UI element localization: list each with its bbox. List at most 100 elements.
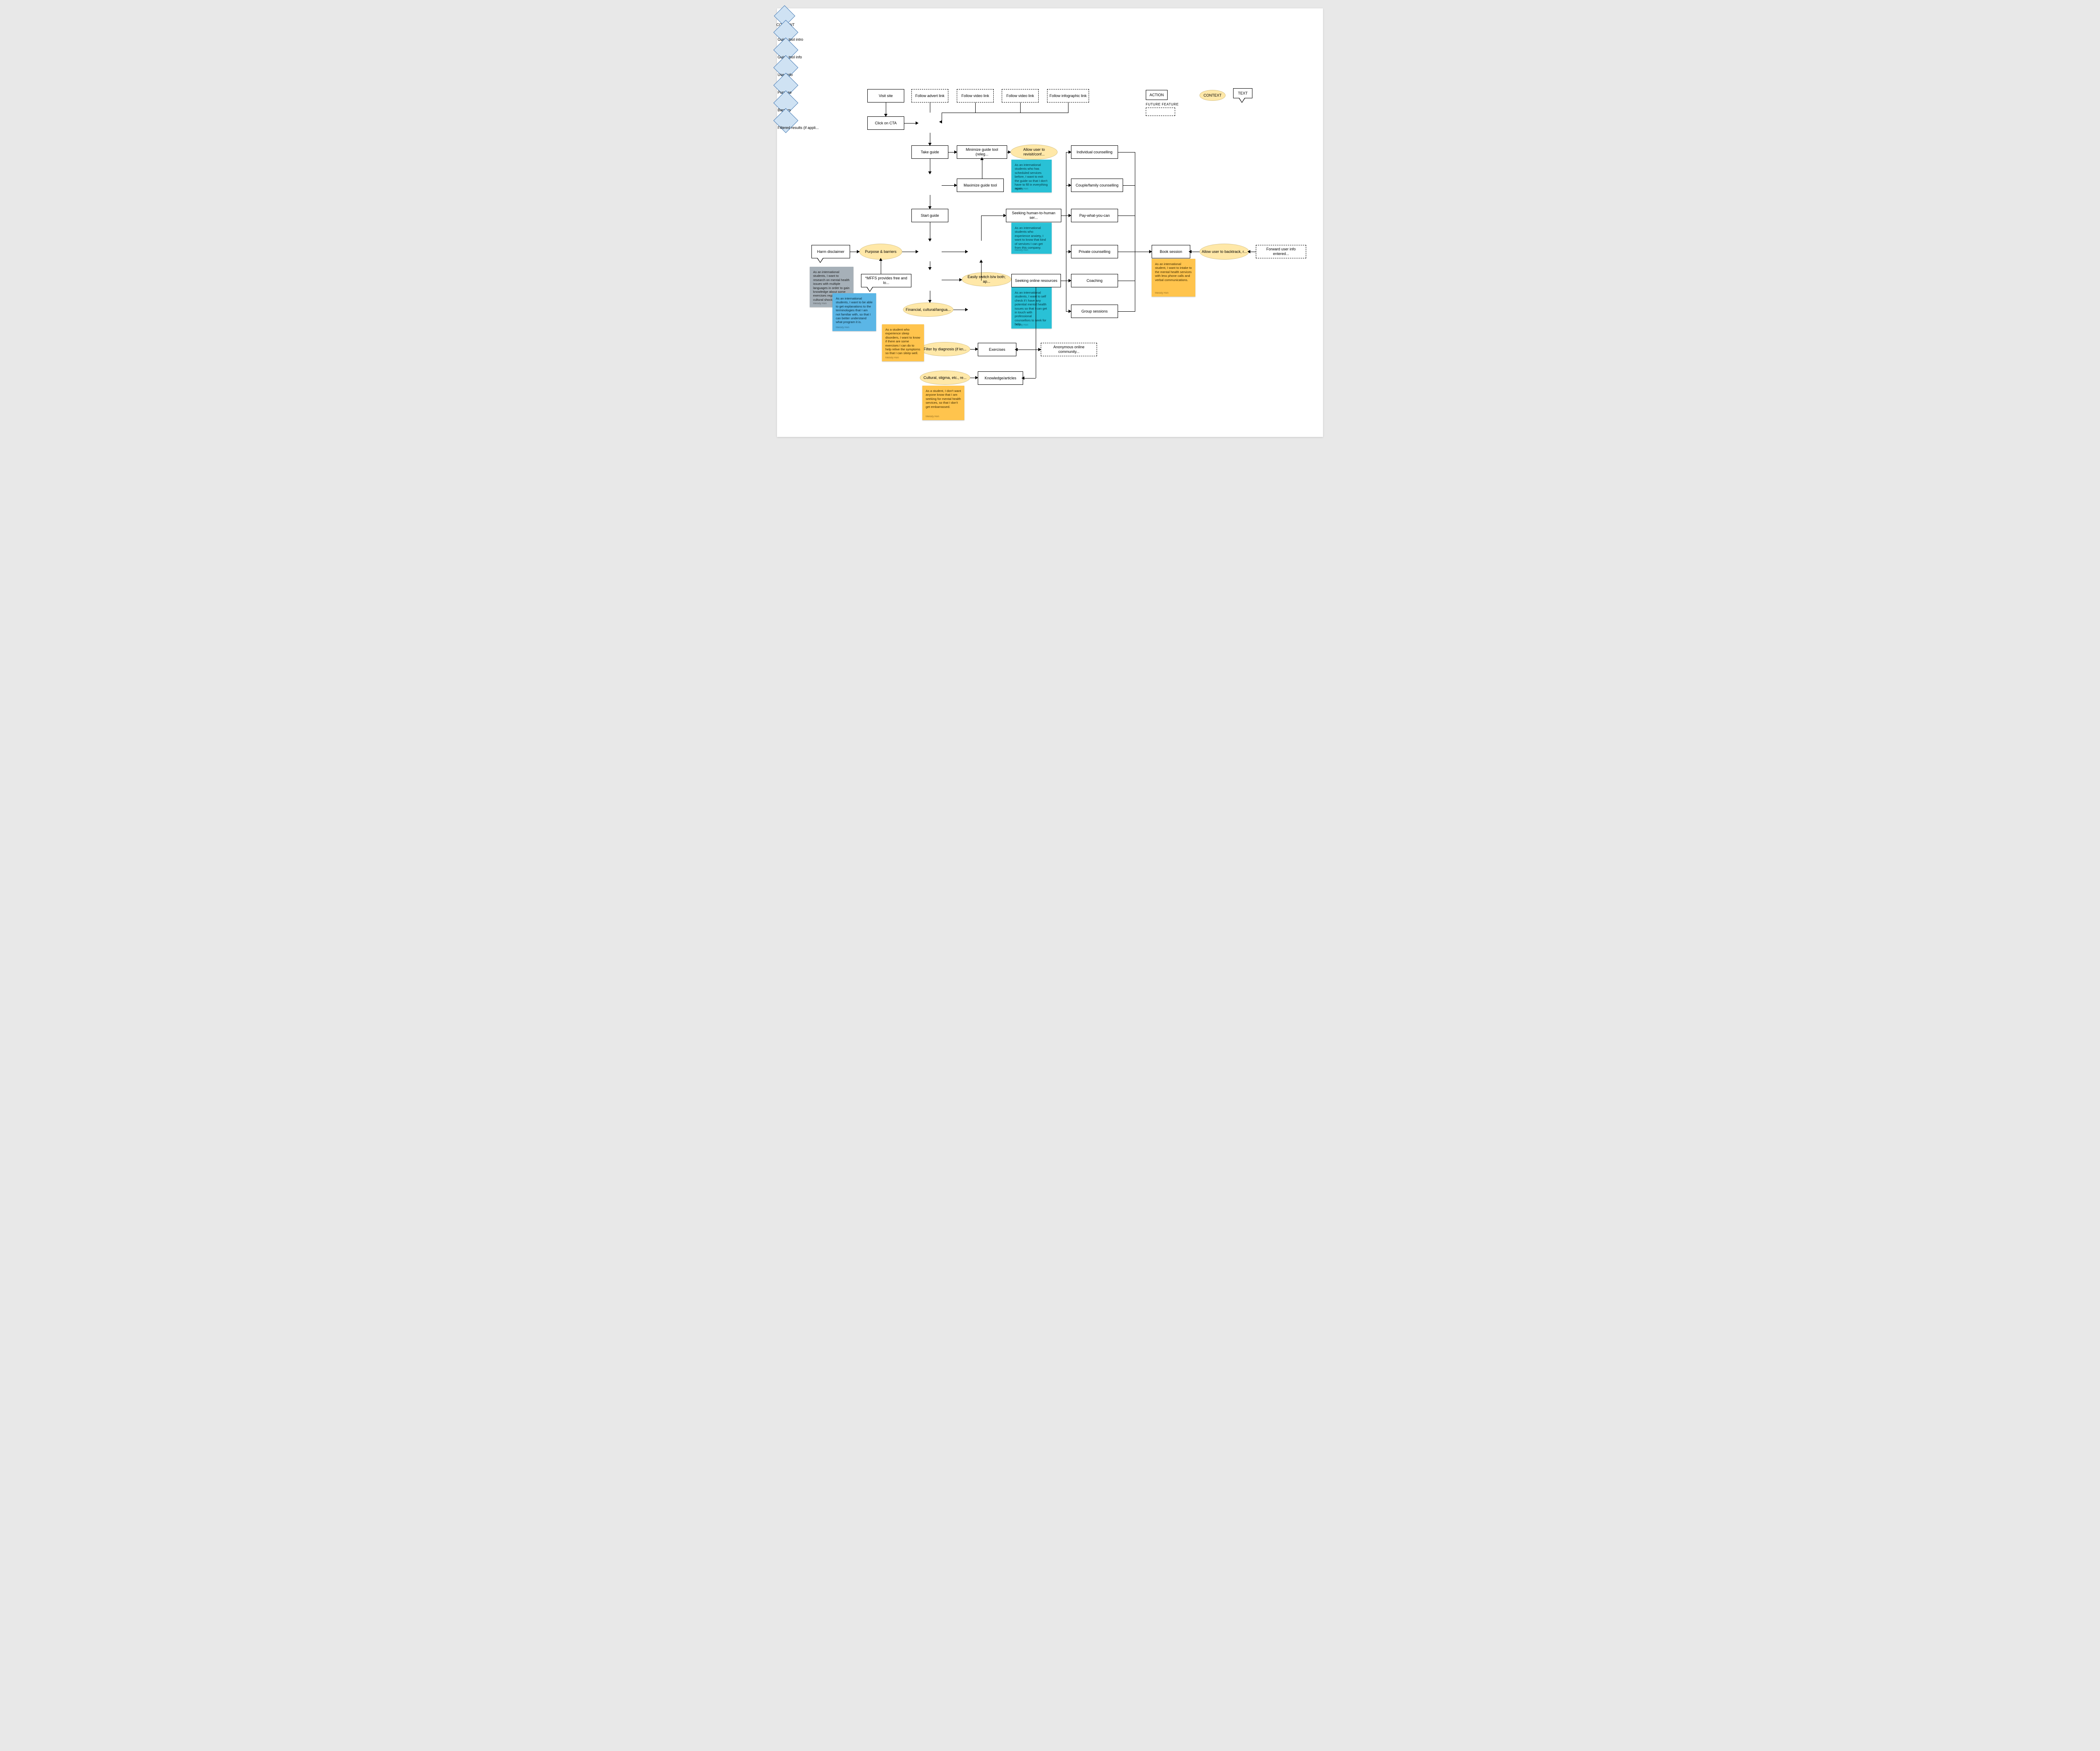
node-maximize-guide: Maximize guide tool bbox=[957, 179, 1004, 192]
arrowhead-icon bbox=[916, 250, 919, 253]
legend-text-bubble: TEXT bbox=[1233, 88, 1252, 98]
sticky-signature: Melody Ren bbox=[1015, 324, 1028, 327]
sticky-text: As a student, I don't want anyone know t… bbox=[926, 389, 961, 409]
sticky-text: As an international students, I want to … bbox=[1015, 291, 1047, 326]
arrowhead-icon bbox=[939, 120, 942, 124]
node-individual: Individual counselling bbox=[1071, 145, 1118, 159]
arrowhead-icon bbox=[979, 260, 983, 263]
sticky-signature: Melody Ren bbox=[1015, 188, 1028, 191]
sticky-signature: Melody Ren bbox=[885, 357, 899, 360]
edge bbox=[1123, 185, 1135, 186]
sticky-note-orange-1: As a student who experience sleep disord… bbox=[882, 324, 924, 361]
edge bbox=[1118, 311, 1135, 312]
sticky-note-cyan-2: As an international students who experie… bbox=[1011, 223, 1052, 254]
sticky-note-orange-2: As a student, I don't want anyone know t… bbox=[922, 386, 964, 420]
node-pay: Pay-what-you-can bbox=[1071, 209, 1118, 222]
arrowhead-icon bbox=[928, 143, 932, 146]
legend-context-label: CONTEXT bbox=[1203, 93, 1221, 98]
legend-future-box bbox=[1146, 108, 1175, 116]
node-coaching: Coaching bbox=[1071, 274, 1118, 287]
sticky-text: As a student who experience sleep disord… bbox=[885, 328, 920, 355]
node-easily-switch: Easily switch b/w both; ap... bbox=[962, 272, 1011, 287]
node-follow-infographic: Follow infographic link bbox=[1047, 89, 1089, 103]
node-allow-revisit: Allow user to revisit/conf... bbox=[1011, 145, 1058, 160]
node-filtered-label: Filtered results (if appli... bbox=[777, 125, 824, 131]
arrowhead-icon bbox=[884, 114, 887, 117]
arrowhead-icon bbox=[928, 267, 932, 270]
arrowhead-icon bbox=[975, 347, 978, 351]
arrowhead-icon bbox=[1038, 348, 1041, 351]
arrowhead-icon bbox=[1008, 150, 1011, 154]
sticky-signature: Melody Ren bbox=[1015, 249, 1028, 252]
sticky-text: As an international student, I want to i… bbox=[1155, 262, 1192, 282]
sticky-signature: Melody Ren bbox=[836, 326, 849, 330]
arrowhead-icon bbox=[1068, 250, 1071, 253]
arrowhead-icon bbox=[1247, 250, 1250, 253]
sticky-signature: Melody Ren bbox=[813, 302, 827, 306]
arrowhead-icon bbox=[928, 171, 932, 174]
edge bbox=[975, 103, 976, 113]
sticky-text: As an international students who has sch… bbox=[1015, 163, 1047, 190]
sticky-note-blue: As an international students, I want to … bbox=[832, 293, 876, 331]
arrowhead-icon bbox=[1189, 250, 1192, 253]
arrowhead-icon bbox=[1068, 310, 1071, 313]
sticky-signature: Melody Ren bbox=[1155, 292, 1168, 295]
node-click-cta: Click on CTA bbox=[867, 116, 904, 130]
arrowhead-icon bbox=[916, 121, 919, 125]
sticky-signature: Melody Ren bbox=[926, 415, 939, 419]
node-start-guide: Start guide bbox=[911, 209, 948, 222]
node-mffs: *MFFS provides free and lo... bbox=[861, 274, 911, 287]
node-allow-backtrack: Allow user to backtrack, r... bbox=[1200, 244, 1249, 260]
arrowhead-icon bbox=[975, 376, 978, 379]
edge bbox=[1023, 378, 1036, 379]
arrowhead-icon bbox=[1068, 214, 1071, 217]
arrowhead-icon bbox=[857, 250, 860, 253]
arrowhead-icon bbox=[928, 239, 932, 242]
legend-action-box: ACTION bbox=[1146, 90, 1168, 100]
sticky-text: As an international students who experie… bbox=[1015, 226, 1046, 250]
arrowhead-icon bbox=[879, 258, 882, 261]
node-filter-diagnosis: Filter by diagnosis (if kn... bbox=[920, 342, 970, 356]
arrowhead-icon bbox=[954, 150, 957, 154]
node-seeking-human: Seeking human-to-human ser... bbox=[1006, 209, 1061, 222]
sticky-note-orange-3: As an international student, I want to i… bbox=[1152, 259, 1195, 297]
sticky-note-cyan-1: As an international students who has sch… bbox=[1011, 160, 1052, 192]
node-visit-site: Visit site bbox=[867, 89, 904, 103]
sticky-text: As an international students, I want to … bbox=[836, 297, 873, 324]
arrowhead-icon bbox=[1068, 184, 1071, 187]
node-harm-disclaimer: Harm disclaimer bbox=[811, 245, 850, 258]
edge bbox=[981, 216, 982, 241]
arrowhead-icon bbox=[928, 300, 932, 303]
node-seeking-online: Seeking online resources bbox=[1011, 274, 1061, 287]
node-follow-advert: Follow advert link bbox=[911, 89, 948, 103]
arrowhead-icon bbox=[980, 157, 984, 160]
arrowhead-icon bbox=[1068, 279, 1071, 282]
arrowhead-icon bbox=[1149, 250, 1152, 253]
arrowhead-icon bbox=[928, 206, 932, 209]
arrowhead-icon bbox=[965, 308, 968, 311]
arrowhead-icon bbox=[1003, 214, 1006, 217]
arrowhead-icon bbox=[954, 184, 957, 187]
node-follow-video-2: Follow video link bbox=[1002, 89, 1039, 103]
legend-action-label: ACTION bbox=[1150, 93, 1164, 97]
arrowhead-icon bbox=[1021, 376, 1024, 380]
node-private: Private counselling bbox=[1071, 245, 1118, 258]
node-take-guide: Take guide bbox=[911, 145, 948, 159]
node-couple: Couple/family counselling bbox=[1071, 179, 1123, 192]
arrowhead-icon bbox=[965, 250, 968, 253]
arrowhead-icon bbox=[1068, 150, 1071, 154]
edge bbox=[981, 261, 982, 281]
node-anon-community: Anonymous online community... bbox=[1041, 343, 1097, 356]
legend-text-label: TEXT bbox=[1238, 91, 1247, 96]
node-financial: Financial, cultural/langua... bbox=[903, 302, 953, 317]
flowchart-canvas: ACTION CONTENT CONTEXT TEXT FUTURE FEATU… bbox=[777, 8, 1323, 437]
legend-context-ellipse: CONTEXT bbox=[1200, 90, 1226, 101]
edge bbox=[1020, 103, 1021, 113]
arrowhead-icon bbox=[1015, 348, 1018, 351]
node-exercises: Exercises bbox=[978, 343, 1016, 356]
node-book-session: Book session bbox=[1152, 245, 1190, 258]
node-purpose-barriers: Purpose & barriers bbox=[859, 244, 902, 260]
node-cultural: Cultural, stigma, etc., re... bbox=[920, 371, 970, 385]
node-forward-info: Forward user info entered... bbox=[1256, 245, 1306, 258]
sticky-note-cyan-3: As an international students, I want to … bbox=[1011, 287, 1052, 329]
